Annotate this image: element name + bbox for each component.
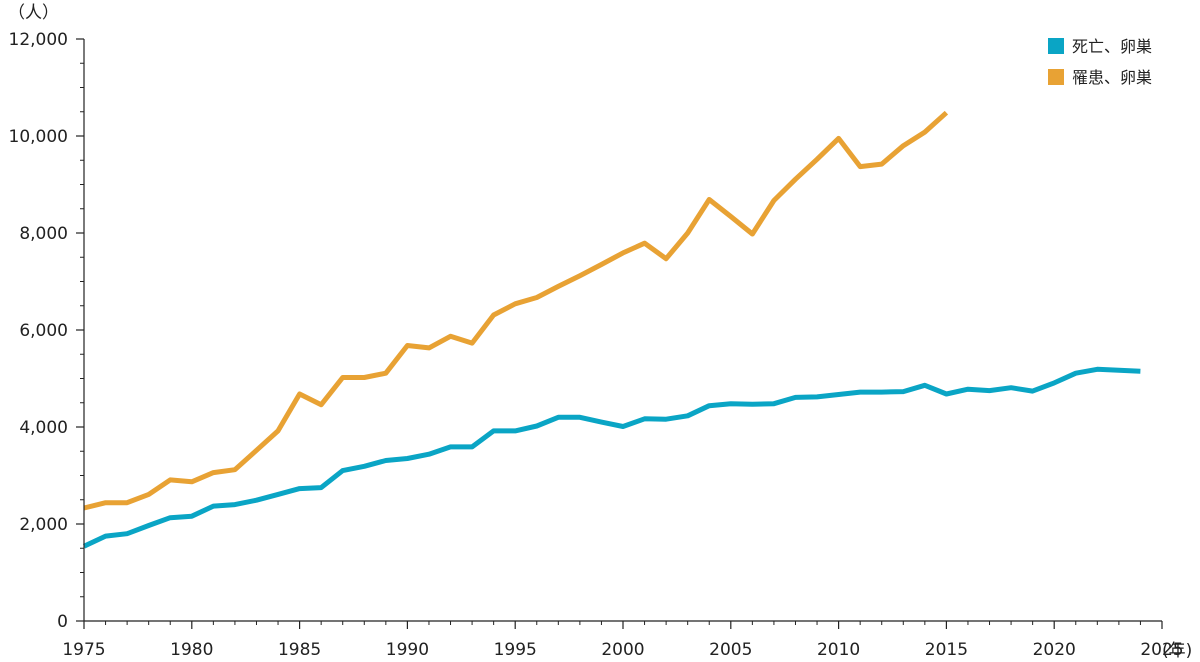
x-tick-label: 1990	[386, 640, 429, 660]
x-tick-label: 2025	[1140, 640, 1183, 660]
series-line-0	[82, 366, 1141, 549]
plot-lines	[82, 110, 1141, 549]
legend-label-0: 死亡、卵巣	[1072, 37, 1152, 56]
x-tick-label: 1985	[278, 640, 321, 660]
legend-label-1: 罹患、卵巣	[1072, 68, 1152, 87]
x-axis-ticks: 1975 1980 1985 1990 1995 2000 2005 2010 2015 2020…	[62, 621, 1184, 660]
y-tick-label: 2,000	[19, 515, 68, 535]
x-tick-label: 2020	[1033, 640, 1076, 660]
y-tick-label: 8,000	[19, 224, 68, 244]
x-unit-label: (年)	[1162, 641, 1192, 661]
series-line-1	[83, 110, 949, 511]
legend-swatch-0	[1048, 38, 1064, 54]
y-tick-label: 10,000	[9, 127, 68, 147]
y-tick-label: 4,000	[19, 418, 68, 438]
x-tick-label: 1975	[62, 640, 105, 660]
y-tick-label: 6,000	[19, 321, 68, 341]
y-axis-ticks: 0 2,000 4,000 6,000 8,000 10,000 12,000	[9, 30, 84, 632]
x-tick-label: 1995	[494, 640, 537, 660]
y-tick-label: 12,000	[9, 30, 68, 50]
axes	[83, 39, 1162, 622]
x-tick-label: 2000	[601, 640, 644, 660]
y-unit-label: （人）	[8, 3, 59, 23]
y-tick-label: 0	[57, 612, 68, 632]
x-tick-label: 2015	[925, 640, 968, 660]
x-tick-label: 2010	[817, 640, 860, 660]
legend-swatch-1	[1048, 69, 1064, 85]
x-tick-label: 1980	[170, 640, 213, 660]
x-tick-label: 2005	[709, 640, 752, 660]
